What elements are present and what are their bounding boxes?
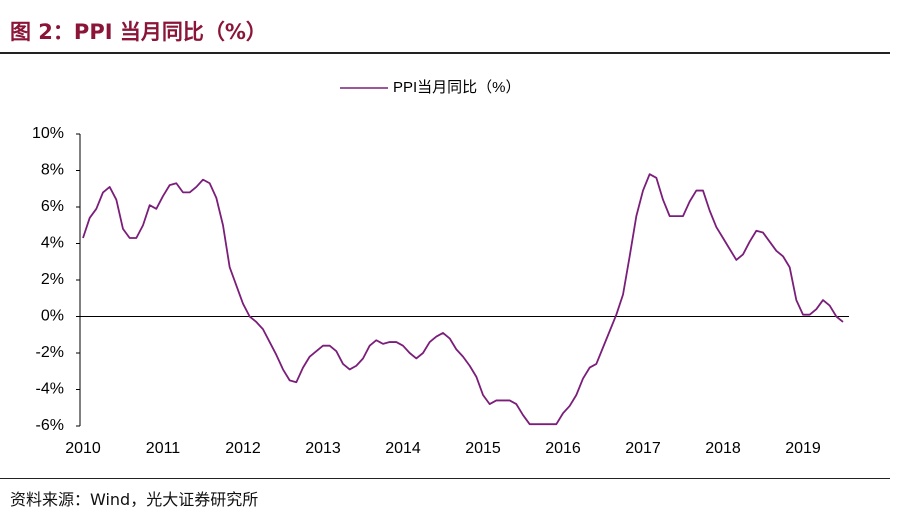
y-tick-label: 4%: [41, 235, 64, 252]
y-tick-label: 6%: [41, 198, 64, 215]
x-tick-label: 2016: [545, 440, 581, 457]
y-tick-label: 8%: [41, 162, 64, 179]
source-note: 资料来源：Wind，光大证券研究所: [10, 490, 259, 509]
y-tick-label: 0%: [41, 308, 64, 325]
x-tick-label: 2010: [65, 440, 101, 457]
x-tick-label: 2017: [625, 440, 661, 457]
x-tick-label: 2018: [705, 440, 741, 457]
x-tick-label: 2013: [305, 440, 341, 457]
x-tick-label: 2015: [465, 440, 501, 457]
y-tick-label: -2%: [36, 344, 64, 361]
y-tick-label: 2%: [41, 271, 64, 288]
x-tick-label: 2014: [385, 440, 421, 457]
footer-rule: [0, 478, 890, 479]
header-rule: [0, 52, 890, 54]
figure-title: 图 2：PPI 当月同比（%）: [10, 20, 267, 44]
y-tick-label: 10%: [32, 125, 64, 142]
y-tick-label: -4%: [36, 381, 64, 398]
x-tick-label: 2019: [785, 440, 821, 457]
legend-label: PPI当月同比（%）: [393, 79, 521, 96]
series-line: [82, 173, 844, 426]
chart: PPI当月同比（%） -6% -4% -2% 0% 2% 4% 6% 8% 10% 2010 201…: [32, 79, 849, 457]
x-tick-label: 2011: [146, 440, 181, 457]
x-tick-label: 2012: [225, 440, 261, 457]
y-tick-label: -6%: [36, 417, 64, 434]
